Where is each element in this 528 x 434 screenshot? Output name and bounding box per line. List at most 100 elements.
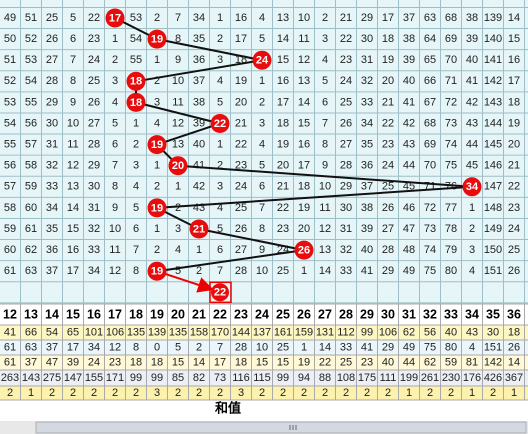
grid-cell: 9 bbox=[322, 160, 328, 172]
grid-cell: 144 bbox=[484, 117, 502, 129]
grid-cell: 13 bbox=[277, 12, 289, 24]
grid-cell: 51 bbox=[25, 12, 37, 24]
stat-cell: 23 bbox=[109, 356, 121, 368]
trend-link bbox=[135, 59, 263, 83]
grid-cell: 58 bbox=[4, 202, 16, 214]
hit-ball bbox=[147, 198, 167, 218]
grid-cell: 2 bbox=[154, 75, 160, 87]
grid-cell: 4 bbox=[259, 139, 265, 151]
next-box bbox=[209, 281, 232, 304]
stat-cell: 2 bbox=[280, 387, 286, 399]
grid-cell: 4 bbox=[175, 244, 181, 256]
next-link bbox=[156, 270, 214, 293]
stat-cell: 29 bbox=[382, 341, 394, 353]
grid-cell: 23 bbox=[235, 160, 247, 172]
grid-cell: 44 bbox=[466, 139, 478, 151]
stat-cell: 263 bbox=[1, 372, 19, 384]
grid-cell: 1 bbox=[469, 202, 475, 214]
grid-cell: 18 bbox=[235, 54, 247, 66]
stat-cell: 26 bbox=[508, 341, 520, 353]
grid-cell: 11 bbox=[172, 96, 183, 108]
hit-number: 20 bbox=[172, 160, 184, 172]
grid-cell: 45 bbox=[403, 181, 415, 193]
grid-cell: 30 bbox=[340, 202, 352, 214]
stat-cell: 33 bbox=[340, 341, 352, 353]
grid-cell: 1 bbox=[196, 244, 202, 256]
grid-cell: 12 bbox=[67, 160, 79, 172]
grid-cell: 63 bbox=[25, 265, 37, 277]
stat-cell: 14 bbox=[193, 356, 205, 368]
grid-cell: 16 bbox=[298, 139, 310, 151]
grid-cell: 18 bbox=[508, 96, 520, 108]
grid-cell: 47 bbox=[403, 223, 415, 235]
stat-cell: 40 bbox=[445, 326, 457, 338]
grid-cell: 2 bbox=[133, 139, 139, 151]
grid-cell: 22 bbox=[88, 12, 100, 24]
column-header: 17 bbox=[108, 307, 122, 321]
grid-cell: 16 bbox=[508, 54, 520, 66]
grid-cell: 39 bbox=[403, 54, 415, 66]
grid-cell: 41 bbox=[466, 75, 478, 87]
grid-cell: 32 bbox=[340, 244, 352, 256]
grid-cell: 22 bbox=[277, 202, 289, 214]
stat-cell: 41 bbox=[361, 341, 373, 353]
grid-cell: 10 bbox=[172, 75, 184, 87]
grid-cell: 5 bbox=[112, 117, 118, 129]
stat-cell: 2 bbox=[448, 387, 454, 399]
grid-cell: 7 bbox=[322, 117, 328, 129]
grid-cell: 29 bbox=[88, 160, 100, 172]
grid-cell: 2 bbox=[175, 202, 181, 214]
grid-cell: 7 bbox=[175, 12, 181, 24]
grid-cell: 31 bbox=[88, 202, 100, 214]
grid-cell: 34 bbox=[46, 202, 58, 214]
grid-cell: 15 bbox=[298, 117, 310, 129]
stat-cell: 15 bbox=[256, 356, 268, 368]
grid-cell: 1 bbox=[175, 181, 181, 193]
grid-cell: 147 bbox=[484, 181, 502, 193]
column-header: 15 bbox=[66, 307, 80, 321]
grid-cell: 5 bbox=[322, 75, 328, 87]
grid-cell: 20 bbox=[382, 75, 394, 87]
stat-cell: 37 bbox=[25, 356, 37, 368]
stat-cell: 62 bbox=[403, 326, 415, 338]
hit-ball bbox=[210, 114, 230, 133]
grid-cell: 25 bbox=[235, 202, 247, 214]
column-header: 14 bbox=[45, 307, 59, 321]
grid-cell: 4 bbox=[469, 265, 475, 277]
grid-cell: 42 bbox=[466, 96, 478, 108]
grid-cell: 4 bbox=[112, 96, 118, 108]
column-header: 29 bbox=[360, 307, 374, 321]
stat-cell: 147 bbox=[64, 372, 82, 384]
column-header: 32 bbox=[423, 307, 437, 321]
grid-cell: 54 bbox=[4, 117, 16, 129]
grid-cell: 41 bbox=[361, 265, 373, 277]
grid-cell: 37 bbox=[403, 12, 415, 24]
grid-cell: 25 bbox=[46, 12, 58, 24]
grid-cell: 43 bbox=[193, 202, 205, 214]
grid-cell: 39 bbox=[193, 117, 205, 129]
grid-cell: 18 bbox=[298, 181, 310, 193]
grid-cell: 27 bbox=[235, 244, 247, 256]
stat-cell: 56 bbox=[424, 326, 436, 338]
stat-cell: 116 bbox=[232, 372, 250, 384]
hit-number: 17 bbox=[109, 12, 121, 24]
grid-cell: 26 bbox=[508, 265, 520, 277]
grid-cell: 20 bbox=[298, 223, 310, 235]
grid-cell: 1 bbox=[112, 33, 118, 45]
grid-cell: 8 bbox=[112, 181, 118, 193]
grid-cell: 26 bbox=[235, 223, 247, 235]
grid-cell: 2 bbox=[259, 96, 265, 108]
grid-cell: 45 bbox=[466, 160, 478, 172]
hit-number: 18 bbox=[130, 76, 142, 88]
scroll-thumb[interactable] bbox=[35, 421, 527, 434]
grid-cell: 21 bbox=[382, 96, 394, 108]
next-number: 22 bbox=[214, 287, 226, 299]
grid-cell: 67 bbox=[424, 96, 436, 108]
grid-cell: 23 bbox=[508, 202, 520, 214]
grid-cell: 3 bbox=[112, 75, 118, 87]
grid-cell: 3 bbox=[217, 54, 223, 66]
grid-cell: 43 bbox=[466, 117, 478, 129]
hit-ball bbox=[105, 8, 125, 28]
hit-ball bbox=[462, 177, 482, 197]
hit-ball bbox=[126, 71, 146, 91]
